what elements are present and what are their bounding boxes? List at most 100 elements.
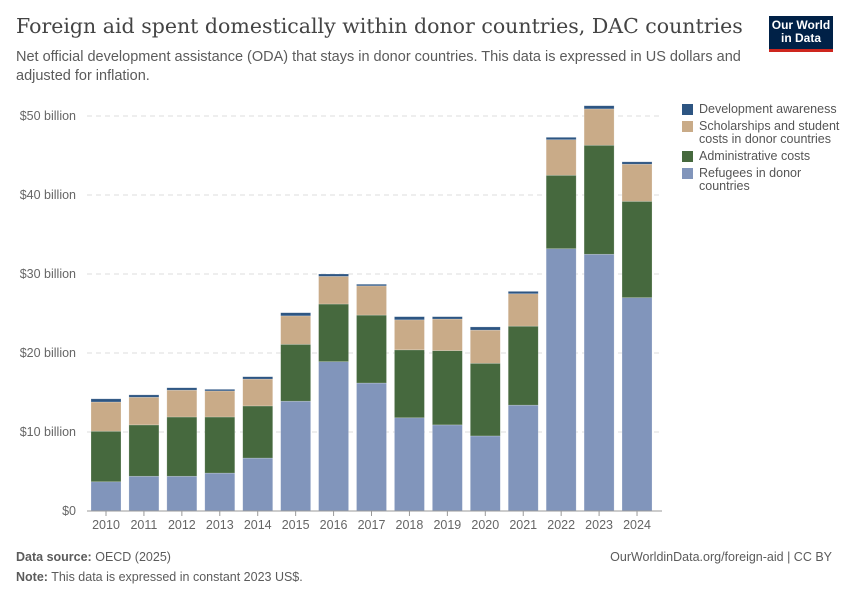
- bar-segment: [432, 316, 463, 320]
- y-tick-label: $10 billion: [20, 425, 76, 439]
- note-text: This data is expressed in constant 2023 …: [51, 570, 303, 584]
- bar-segment: [545, 139, 577, 176]
- bar-segment: [204, 390, 236, 418]
- bar-segment: [621, 297, 653, 512]
- chart-note: Note: This data is expressed in constant…: [16, 570, 303, 584]
- owid-logo[interactable]: Our World in Data: [769, 16, 833, 52]
- bar-segment: [204, 416, 236, 474]
- legend-label: Refugees in donor countries: [699, 166, 802, 193]
- bar-segment: [204, 389, 236, 392]
- bar-segment: [166, 475, 198, 512]
- chart-title: Foreign aid spent domestically within do…: [16, 14, 743, 38]
- bar-segment: [166, 387, 198, 391]
- bar-segment: [545, 174, 577, 250]
- bar-segment: [545, 248, 577, 512]
- legend-swatch: [682, 121, 693, 132]
- bar-segment: [242, 376, 274, 380]
- x-tick-label: 2017: [358, 518, 386, 532]
- bar-segment: [204, 472, 236, 512]
- bar-segment: [318, 361, 349, 512]
- bar-segment: [280, 400, 311, 512]
- source-label: Data source:: [16, 550, 92, 564]
- bar-segment: [583, 108, 615, 146]
- y-tick-label: $30 billion: [20, 267, 76, 281]
- bar-segment: [469, 435, 501, 512]
- x-tick-label: 2018: [396, 518, 424, 532]
- bar-segment: [90, 398, 122, 403]
- bar-segment: [394, 316, 425, 321]
- bar-segment: [280, 344, 311, 402]
- bar-segment: [621, 161, 653, 165]
- x-tick-label: 2021: [509, 518, 537, 532]
- data-source: Data source: OECD (2025): [16, 550, 171, 564]
- legend-item[interactable]: Refugees in donor countries: [682, 167, 844, 193]
- x-tick-label: 2013: [206, 518, 234, 532]
- bar-segment: [90, 430, 122, 483]
- x-tick-label: 2019: [433, 518, 461, 532]
- bar-segment: [621, 201, 653, 299]
- bar-segment: [394, 349, 425, 419]
- bar-segment: [469, 326, 501, 331]
- bar-segment: [128, 394, 160, 398]
- x-tick-label: 2022: [547, 518, 575, 532]
- bar-segment: [583, 253, 615, 512]
- bar-segment: [356, 283, 387, 287]
- x-tick-label: 2023: [585, 518, 613, 532]
- bar-segment: [318, 273, 349, 277]
- legend-item[interactable]: Development awareness: [682, 103, 844, 116]
- bar-segment: [507, 293, 539, 327]
- legend: Development awareness Scholarships and st…: [682, 103, 844, 197]
- bar-segment: [280, 312, 311, 317]
- x-tick-label: 2014: [244, 518, 272, 532]
- bar-segment: [432, 424, 463, 512]
- bar-segment: [90, 401, 122, 432]
- bar-segment: [242, 457, 274, 512]
- x-tick-label: 2020: [471, 518, 499, 532]
- bar-segment: [394, 319, 425, 351]
- bar-segment: [356, 285, 387, 316]
- bar-segment: [432, 318, 463, 351]
- bar-segment: [280, 315, 311, 345]
- bar-segment: [90, 481, 122, 512]
- legend-label: Development awareness: [699, 102, 837, 116]
- bar-segment: [356, 382, 387, 512]
- bar-segment: [583, 144, 615, 255]
- bar-segment: [621, 163, 653, 202]
- bar-segment: [128, 475, 160, 512]
- bar-segment: [432, 350, 463, 426]
- legend-item[interactable]: Administrative costs: [682, 150, 844, 163]
- bar-segment: [545, 137, 577, 141]
- bar-segment: [469, 329, 501, 364]
- legend-label: Scholarships and student costs in donor …: [699, 119, 840, 146]
- y-tick-label: $0: [62, 504, 76, 518]
- y-tick-label: $50 billion: [20, 109, 76, 123]
- legend-item[interactable]: Scholarships and student costs in donor …: [682, 120, 844, 146]
- bar-segment: [128, 424, 160, 477]
- legend-swatch: [682, 168, 693, 179]
- bar-segment: [318, 276, 349, 305]
- bar-segment: [166, 416, 198, 477]
- x-tick-label: 2010: [92, 518, 120, 532]
- bar-segment: [242, 405, 274, 459]
- note-label: Note:: [16, 570, 48, 584]
- y-tick-label: $40 billion: [20, 188, 76, 202]
- x-tick-label: 2024: [623, 518, 651, 532]
- bar-segment: [318, 303, 349, 362]
- bar-segment: [469, 362, 501, 437]
- source-value: OECD (2025): [95, 550, 171, 564]
- legend-swatch: [682, 151, 693, 162]
- bar-segment: [507, 404, 539, 512]
- bar-segment: [242, 378, 274, 407]
- source-url[interactable]: OurWorldinData.org/foreign-aid | CC BY: [610, 550, 832, 564]
- bar-segment: [583, 105, 615, 110]
- bar-segment: [166, 389, 198, 418]
- x-tick-label: 2011: [130, 518, 157, 532]
- bar-segment: [394, 417, 425, 512]
- bar-segment: [128, 396, 160, 426]
- bar-segment: [507, 325, 539, 406]
- y-tick-label: $20 billion: [20, 346, 76, 360]
- bar-segment: [356, 314, 387, 384]
- x-tick-label: 2012: [168, 518, 196, 532]
- legend-label: Administrative costs: [699, 149, 811, 163]
